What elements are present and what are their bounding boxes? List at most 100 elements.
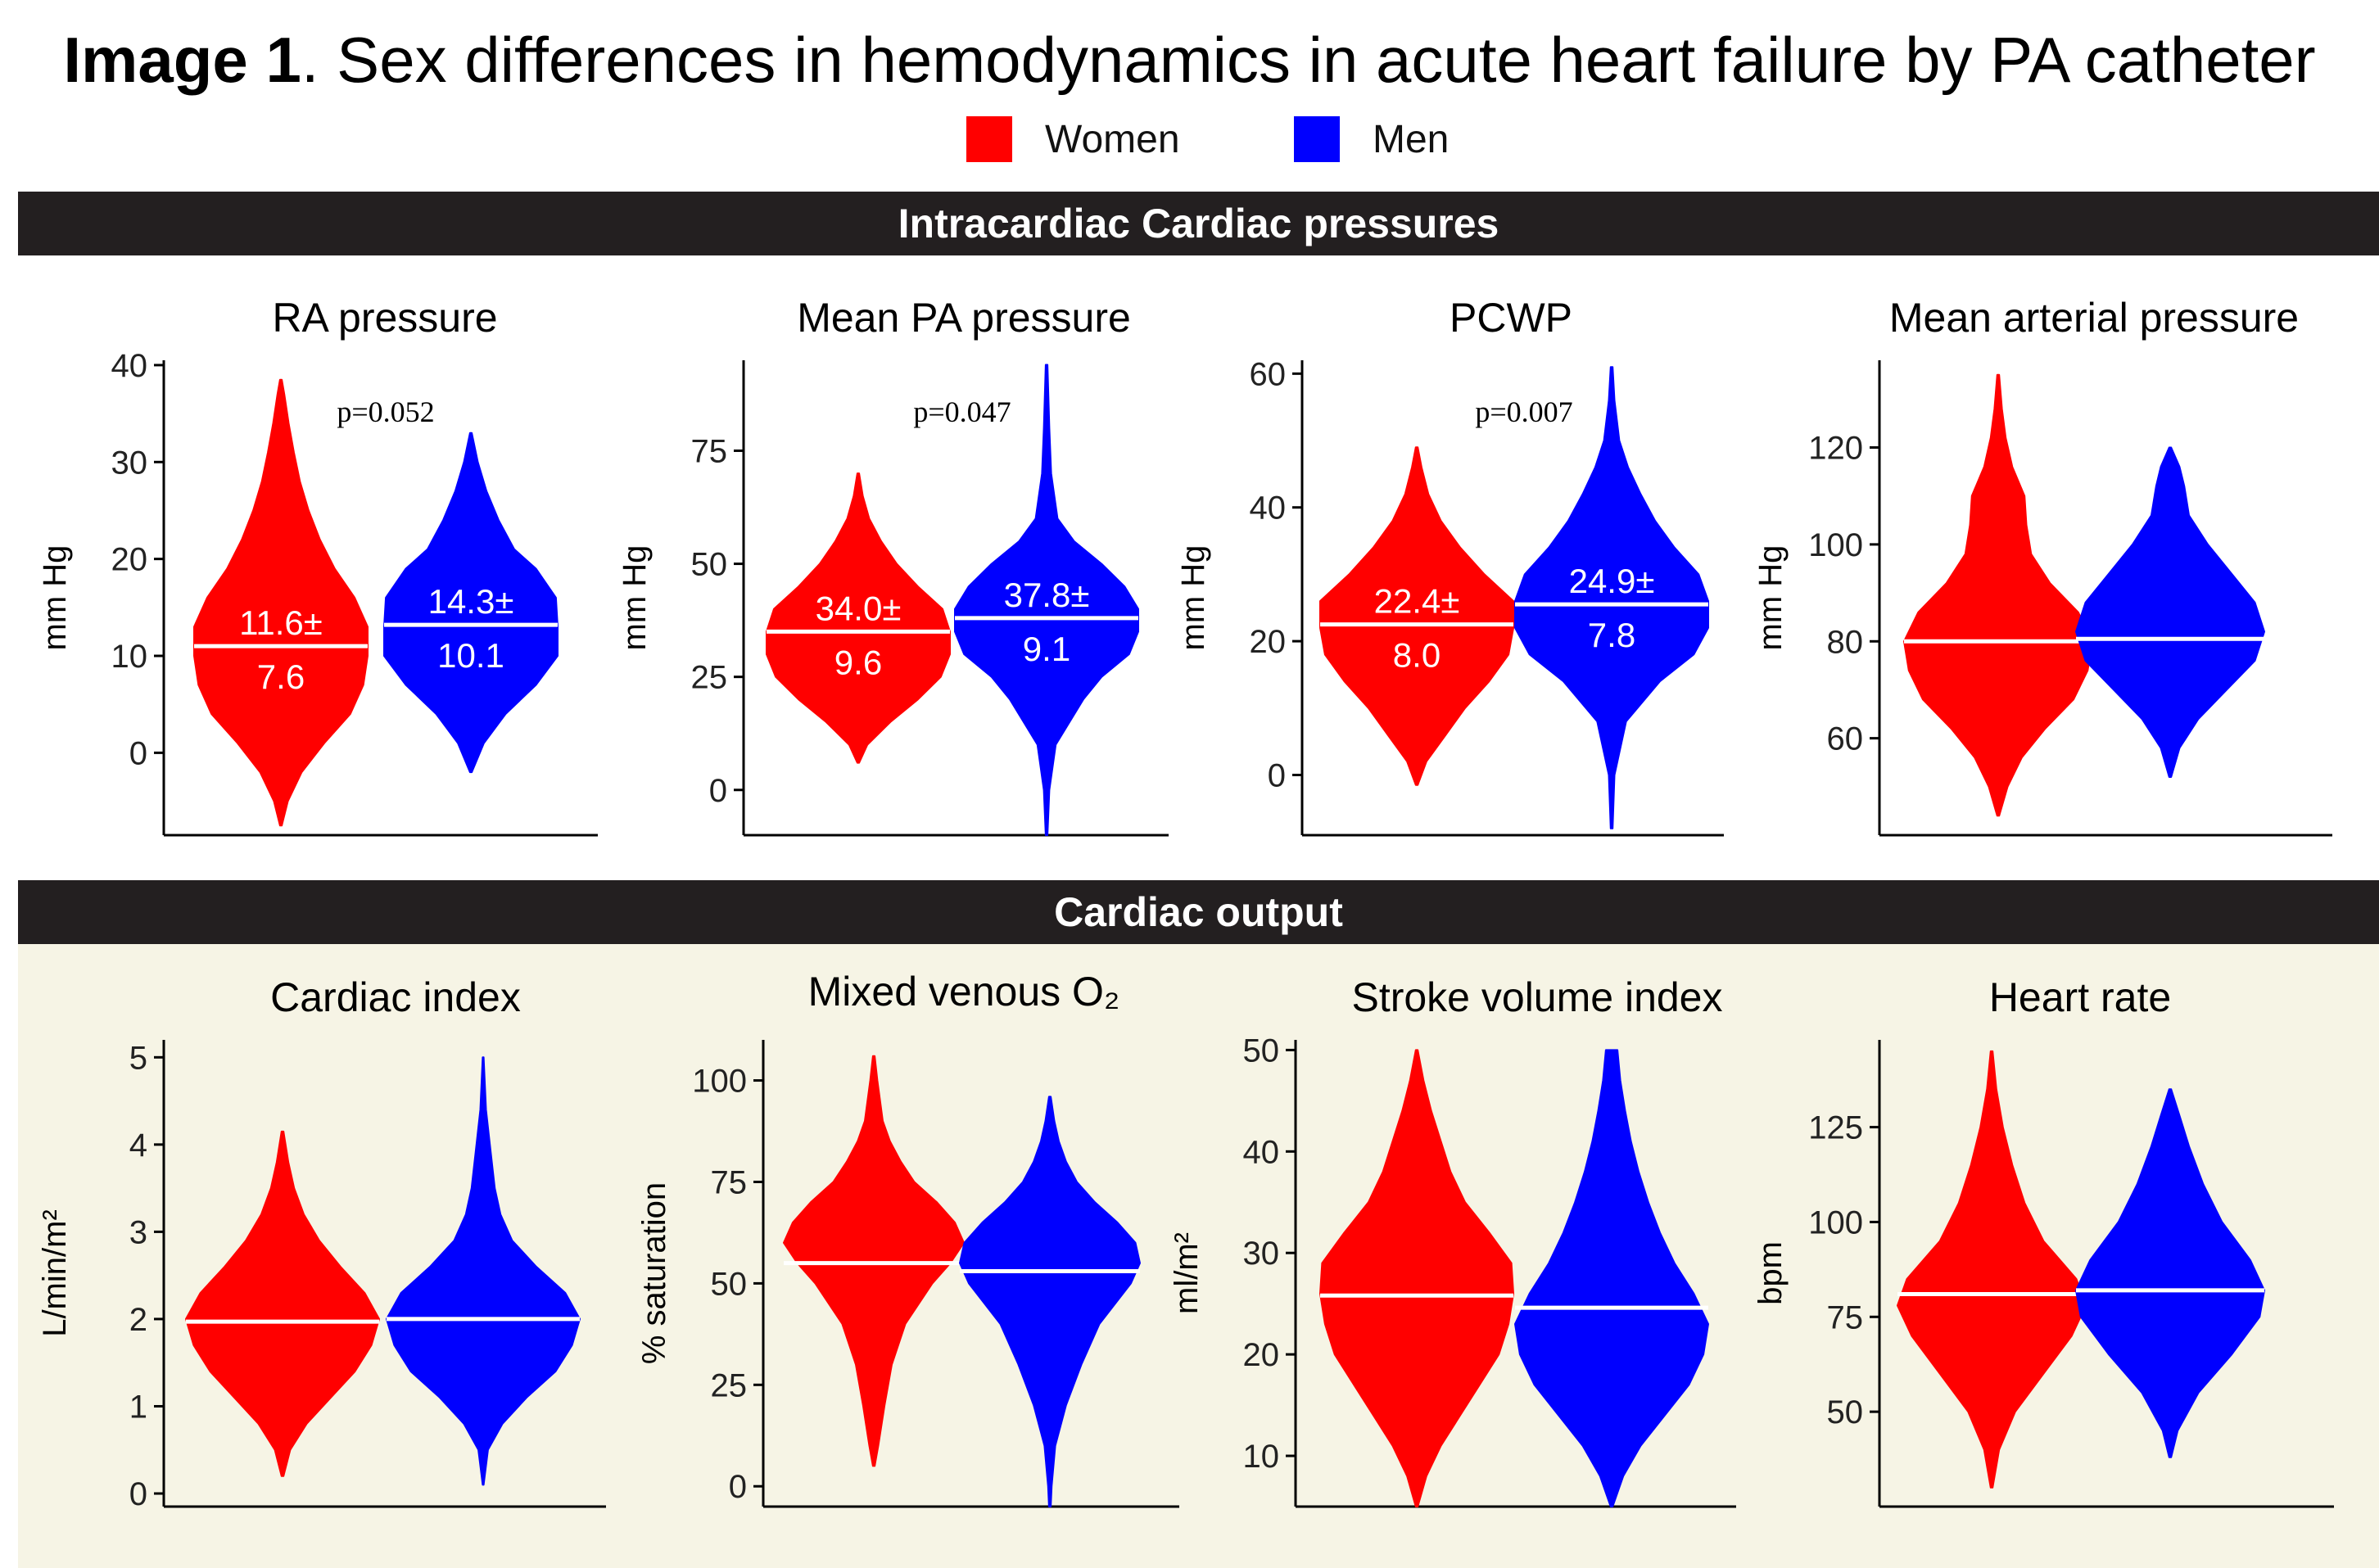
- legend-label-women: Women: [1045, 117, 1180, 161]
- y-tick-label: 60: [1250, 356, 1287, 392]
- chart-mixed-venous-o: Mixed venous O₂ 0 25 50 75 100 % saturation: [636, 969, 1179, 1508]
- legend-item-men: Men: [1294, 116, 1449, 162]
- y-tick-label: 100: [692, 1064, 747, 1100]
- chart-cardiac-index: Cardiac index 0 1 2 3 4 5 L/min/m²: [37, 974, 606, 1512]
- y-axis-label: ml/m²: [1169, 1232, 1205, 1314]
- y-axis-label: mm Hg: [1753, 545, 1789, 651]
- chart-title: Mean arterial pressure: [1889, 295, 2299, 341]
- chart-title: Cardiac index: [270, 974, 521, 1020]
- y-tick-label: 10: [1243, 1439, 1280, 1475]
- p-value: p=0.047: [913, 395, 1011, 428]
- p-value: p=0.052: [337, 395, 434, 428]
- y-tick-label: 0: [129, 1476, 147, 1512]
- chart-title: Stroke volume index: [1351, 974, 1722, 1020]
- y-tick-label: 10: [111, 639, 148, 675]
- chart-title: PCWP: [1450, 295, 1572, 341]
- y-axis-label: mm Hg: [37, 545, 73, 651]
- chart-title: Heart rate: [1989, 974, 2171, 1020]
- figure-title-bold: Image 1: [63, 24, 301, 96]
- mean-label-men: 14.3±: [428, 582, 514, 621]
- y-tick-label: 100: [1808, 527, 1863, 563]
- violin-women: [783, 1055, 965, 1467]
- legend-label-men: Men: [1373, 117, 1450, 161]
- chart-stroke-volume-index: Stroke volume index 10 20 30 40 50 ml/m²: [1169, 974, 1736, 1508]
- violin-women: [193, 378, 369, 827]
- sd-label-men: 7.8: [1588, 616, 1635, 654]
- y-axis-label: % saturation: [636, 1182, 672, 1364]
- legend-swatch-men: [1294, 116, 1340, 162]
- chart-mean-arterial-pressure: Mean arterial pressure 60 80 100 120 mm Hg: [1753, 295, 2332, 837]
- chart-mean-pa-pressure: Mean PA pressure 0 25 50 75 mm Hg 34.0± 9.6 37.8…: [617, 295, 1169, 837]
- y-tick-label: 75: [711, 1164, 748, 1200]
- y-axis-label: L/min/m²: [37, 1209, 73, 1337]
- y-tick-label: 20: [111, 542, 148, 578]
- chart-title: Mean PA pressure: [797, 295, 1131, 341]
- y-tick-label: 0: [709, 773, 727, 809]
- violin-women: [1319, 1049, 1514, 1507]
- y-tick-label: 4: [129, 1127, 147, 1164]
- figure-title: Image 1. Sex differences in hemodynamics…: [0, 23, 2379, 97]
- y-tick-label: 5: [129, 1040, 147, 1076]
- y-tick-label: 1: [129, 1389, 147, 1425]
- y-tick-label: 3: [129, 1214, 147, 1250]
- violin-men: [954, 364, 1139, 836]
- y-tick-label: 30: [111, 445, 148, 481]
- sd-label-men: 10.1: [437, 636, 504, 675]
- legend-item-women: Women: [966, 116, 1180, 162]
- y-tick-label: 40: [111, 348, 148, 384]
- figure-title-rest: . Sex differences in hemodynamics in acu…: [301, 24, 2316, 96]
- mean-label-men: 37.8±: [1004, 576, 1090, 614]
- sd-label-women: 7.6: [257, 657, 305, 696]
- y-tick-label: 20: [1250, 624, 1287, 660]
- violin-men: [2075, 1088, 2265, 1458]
- violin-women: [1319, 446, 1514, 786]
- legend: Women Men: [0, 116, 2379, 174]
- section-header-cardiac-output: Cardiac output: [18, 880, 2379, 944]
- violin-women: [1897, 1050, 2087, 1489]
- y-tick-label: 100: [1808, 1204, 1863, 1240]
- y-tick-label: 25: [691, 660, 728, 696]
- y-tick-label: 75: [1827, 1299, 1864, 1335]
- violin-men: [1514, 1049, 1709, 1507]
- p-value: p=0.007: [1475, 395, 1572, 428]
- mean-label-women: 34.0±: [816, 589, 902, 627]
- y-tick-label: 50: [711, 1266, 748, 1302]
- violin-women: [1903, 373, 2093, 817]
- mean-label-men: 24.9±: [1569, 562, 1655, 600]
- y-axis-label: mm Hg: [1175, 545, 1211, 651]
- y-tick-label: 50: [1827, 1394, 1864, 1430]
- y-tick-label: 40: [1250, 490, 1287, 526]
- y-tick-label: 25: [711, 1367, 748, 1403]
- y-tick-label: 40: [1243, 1134, 1280, 1170]
- y-tick-label: 80: [1827, 624, 1864, 660]
- violin-men: [2075, 446, 2265, 778]
- chart-title: RA pressure: [272, 295, 497, 341]
- y-tick-label: 0: [729, 1469, 747, 1505]
- mean-label-women: 22.4±: [1374, 582, 1460, 621]
- y-tick-label: 125: [1808, 1110, 1863, 1146]
- y-tick-label: 0: [1268, 757, 1286, 793]
- y-axis-label: bpm: [1753, 1241, 1789, 1305]
- chart-title: Mixed venous O₂: [808, 969, 1120, 1014]
- violin-men: [383, 432, 559, 774]
- y-tick-label: 50: [691, 547, 728, 583]
- y-tick-label: 0: [129, 735, 147, 771]
- violin-women: [766, 472, 951, 764]
- chart-ra-pressure: RA pressure 0 10 20 30 40 mm Hg 11.6± 7.6 14.3± 10…: [37, 295, 598, 837]
- y-tick-label: 2: [129, 1302, 147, 1338]
- violin-women: [185, 1130, 380, 1477]
- y-axis-label: mm Hg: [617, 545, 653, 651]
- y-tick-label: 120: [1808, 431, 1863, 467]
- y-tick-label: 75: [691, 433, 728, 469]
- y-tick-label: 50: [1243, 1033, 1280, 1069]
- violin-men: [959, 1096, 1141, 1507]
- violin-men: [1514, 366, 1709, 829]
- violin-men: [386, 1056, 581, 1486]
- mean-label-women: 11.6±: [239, 603, 323, 642]
- y-tick-label: 60: [1827, 721, 1864, 757]
- section-header-pressures: Intracardiac Cardiac pressures: [18, 192, 2379, 255]
- sd-label-men: 9.1: [1023, 630, 1070, 668]
- legend-swatch-women: [966, 116, 1012, 162]
- chart-pcwp: PCWP 0 20 40 60 mm Hg 22.4± 8.0 24.9± 7.8 p=0.007: [1175, 295, 1724, 837]
